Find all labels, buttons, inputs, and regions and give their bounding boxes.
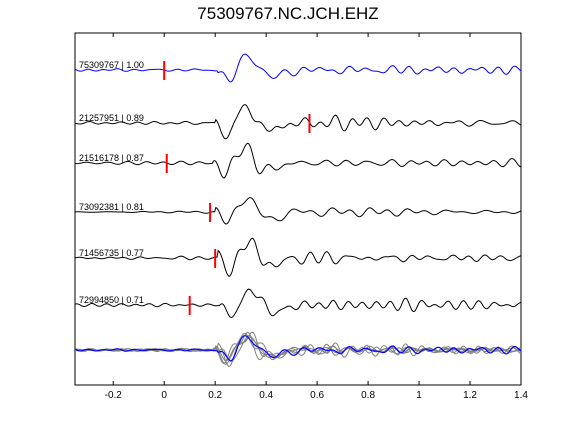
stack-trace [74,335,522,362]
trace-line [74,288,522,319]
stack-reference-trace [74,335,522,362]
x-tick-label: 0.2 [208,390,222,401]
chart-title: 75309767.NC.JCH.EHZ [197,4,379,23]
trace-label: 75309767 | 1.00 [79,60,144,70]
x-axis: -0.2 0 0.2 0.4 0.6 0.8 1 1.2 1.4 [105,33,528,401]
x-tick-label: 0.6 [310,390,324,401]
trace-line [74,104,522,140]
x-tick-label: 0.4 [259,390,273,401]
x-tick-label: 0 [161,390,167,401]
x-tick-label: 0.8 [361,390,375,401]
trace-label: 73092381 | 0.81 [79,202,144,212]
x-tick-label: -0.2 [105,390,123,401]
seismogram-traces: 75309767 | 1.00 21257951 | 0.89 21516178 |… [74,53,522,319]
stacked-overlay [74,331,522,367]
trace-label: 71456735 | 0.77 [79,248,144,258]
trace-line [75,142,522,179]
trace-label: 21257951 | 0.89 [79,113,144,123]
plot-area-frame [74,32,522,386]
x-tick-label: 1.4 [514,390,528,401]
x-tick-label: 1 [416,390,422,401]
trace-line [75,197,522,225]
trace-label: 21516178 | 0.87 [79,153,144,163]
x-tick-label: 1.2 [463,390,477,401]
trace-line [74,237,522,277]
trace-line [74,53,522,83]
trace-label: 72994850 | 0.71 [79,295,144,305]
